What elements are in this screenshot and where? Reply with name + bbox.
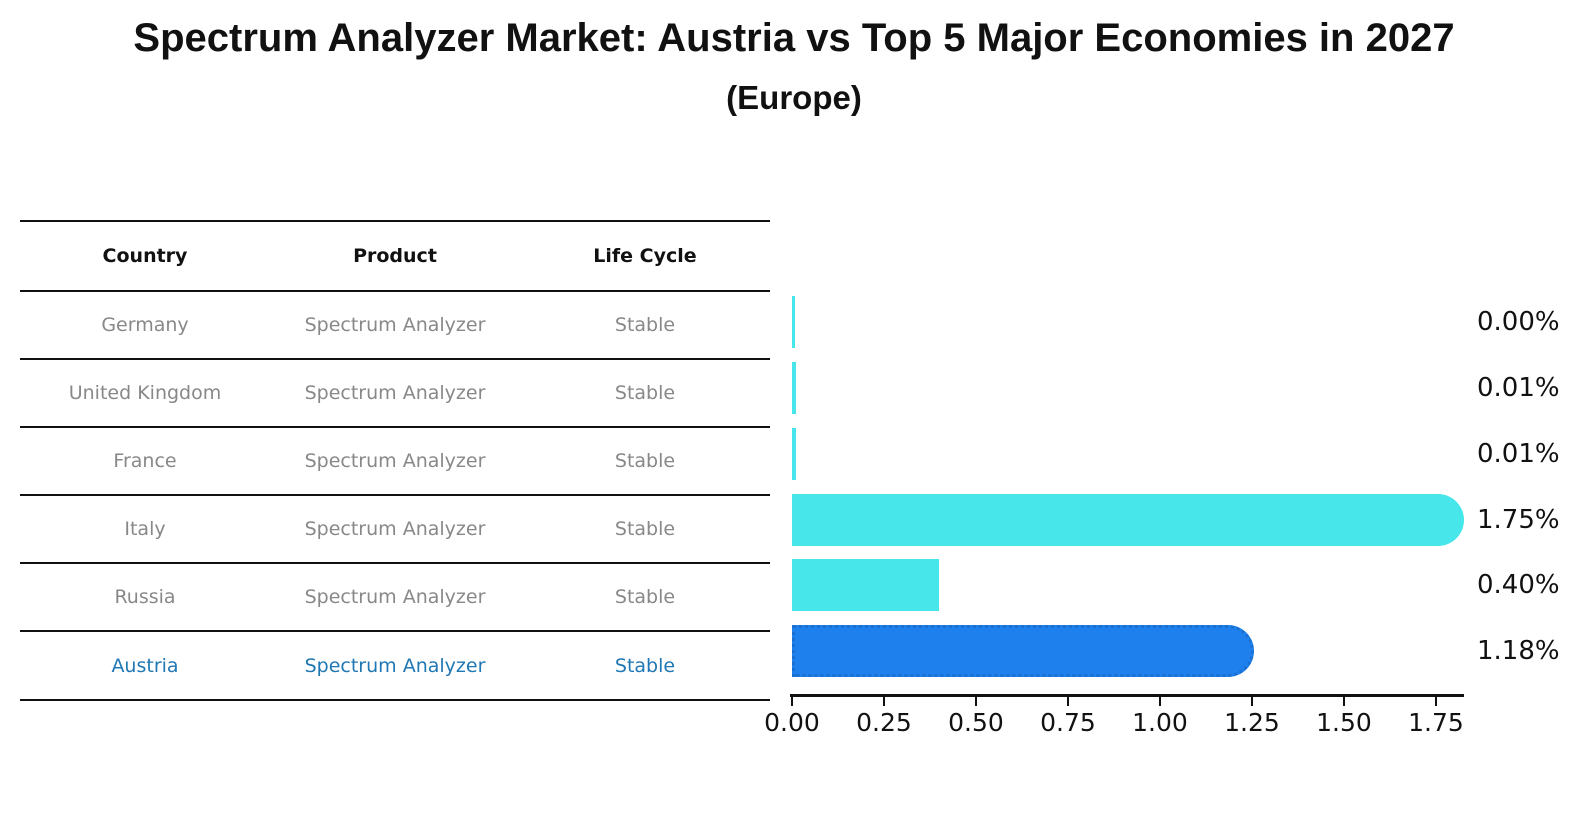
value-label-russia: 0.40% <box>1477 570 1560 600</box>
bar-italy <box>792 494 1464 546</box>
product-cell: Spectrum Analyzer <box>304 586 486 608</box>
product-cell: Spectrum Analyzer <box>304 382 486 404</box>
tick-label: 1.25 <box>1224 708 1280 737</box>
value-label-austria: 1.18% <box>1477 636 1560 666</box>
x-tick-2: 0.50 <box>926 697 1026 737</box>
product-cell: Spectrum Analyzer <box>304 518 486 540</box>
bar-germany <box>792 296 795 348</box>
bar-russia <box>792 559 940 611</box>
country-cell: Austria <box>111 654 179 677</box>
country-cell: France <box>113 450 177 472</box>
tick-label: 1.00 <box>1132 708 1188 737</box>
tick-mark <box>883 697 885 706</box>
x-tick-0: 0.00 <box>742 697 842 737</box>
tick-mark <box>1067 697 1069 706</box>
life-cycle-cell: Stable <box>614 314 676 336</box>
x-tick-6: 1.50 <box>1294 697 1394 737</box>
life-cycle-cell: Stable <box>614 518 676 540</box>
table-header-row: Country Product Life Cycle <box>20 222 770 292</box>
value-label-united-kingdom: 0.01% <box>1477 373 1560 403</box>
table-row-russia: Russia Spectrum Analyzer Stable <box>20 564 770 632</box>
product-cell: Spectrum Analyzer <box>304 654 486 677</box>
value-label-italy: 1.75% <box>1477 505 1560 535</box>
tick-label: 0.50 <box>948 708 1004 737</box>
bar-austria <box>792 625 1255 677</box>
x-tick-3: 0.75 <box>1018 697 1118 737</box>
life-cycle-cell: Stable <box>614 586 676 608</box>
country-table: Country Product Life Cycle Germany Spect… <box>20 220 770 701</box>
tick-mark <box>791 697 793 706</box>
tick-label: 1.75 <box>1408 708 1464 737</box>
chart-title: Spectrum Analyzer Market: Austria vs Top… <box>133 16 1455 60</box>
life-cycle-cell: Stable <box>614 450 676 472</box>
tick-mark <box>1435 697 1437 706</box>
tick-mark <box>1343 697 1345 706</box>
table-row-austria: Austria Spectrum Analyzer Stable <box>20 632 770 701</box>
tick-label: 0.75 <box>1040 708 1096 737</box>
bar-france <box>792 428 796 480</box>
table-row-united-kingdom: United Kingdom Spectrum Analyzer Stable <box>20 360 770 428</box>
value-label-germany: 0.00% <box>1477 307 1560 337</box>
tick-mark <box>975 697 977 706</box>
col-header-product: Product <box>353 245 437 267</box>
table-row-france: France Spectrum Analyzer Stable <box>20 428 770 496</box>
bar-united-kingdom <box>792 362 796 414</box>
country-cell: Russia <box>114 586 176 608</box>
tick-label: 1.50 <box>1316 708 1372 737</box>
country-cell: Italy <box>124 518 166 540</box>
tick-label: 0.00 <box>764 708 820 737</box>
col-header-country: Country <box>102 245 188 267</box>
table-row-italy: Italy Spectrum Analyzer Stable <box>20 496 770 564</box>
life-cycle-cell: Stable <box>614 382 676 404</box>
x-tick-1: 0.25 <box>834 697 934 737</box>
country-cell: Germany <box>101 314 189 336</box>
country-cell: United Kingdom <box>68 382 222 404</box>
tick-mark <box>1251 697 1253 706</box>
x-axis-line <box>790 694 1464 697</box>
product-cell: Spectrum Analyzer <box>304 314 486 336</box>
value-label-france: 0.01% <box>1477 439 1560 469</box>
table-row-germany: Germany Spectrum Analyzer Stable <box>20 292 770 360</box>
life-cycle-cell: Stable <box>614 654 676 677</box>
x-tick-7: 1.75 <box>1386 697 1486 737</box>
col-header-life-cycle: Life Cycle <box>593 245 697 267</box>
tick-label: 0.25 <box>856 708 912 737</box>
product-cell: Spectrum Analyzer <box>304 450 486 472</box>
tick-mark <box>1159 697 1161 706</box>
x-tick-5: 1.25 <box>1202 697 1302 737</box>
chart-subtitle: (Europe) <box>726 79 862 116</box>
x-tick-4: 1.00 <box>1110 697 1210 737</box>
